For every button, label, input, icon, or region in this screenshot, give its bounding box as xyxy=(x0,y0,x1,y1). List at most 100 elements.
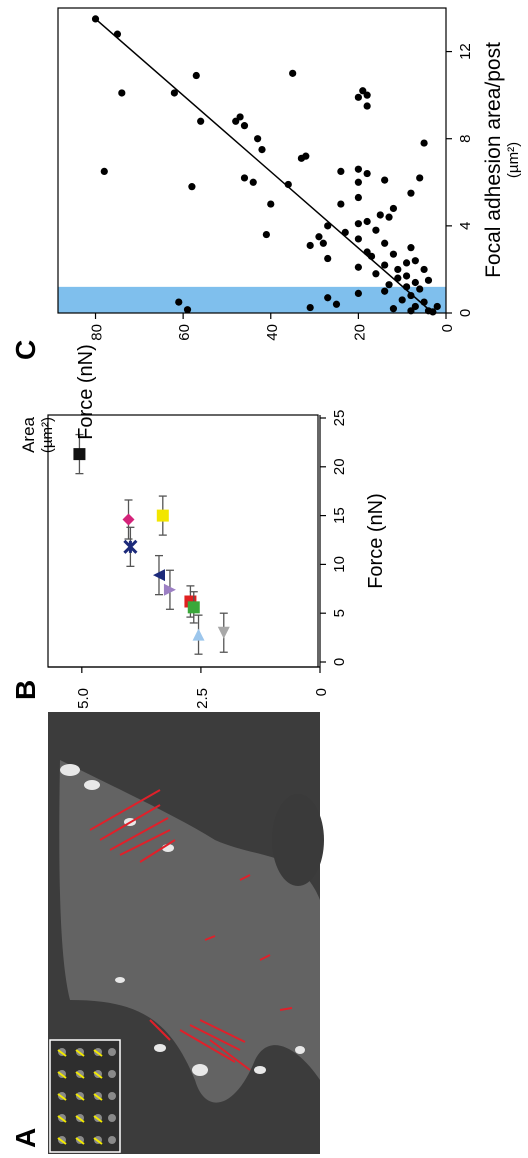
c-data-point xyxy=(319,239,327,247)
b-marker xyxy=(73,448,86,461)
b-ylabel-line2: (µm²) xyxy=(39,417,56,453)
panel-a-letter: A xyxy=(10,1128,41,1148)
c-data-point xyxy=(267,200,275,208)
c-data-point xyxy=(175,298,183,306)
b-x-tick-label: 15 xyxy=(331,507,348,524)
b-x-tick-label: 20 xyxy=(331,458,348,475)
b-data-points xyxy=(73,433,230,655)
c-data-point xyxy=(306,303,314,312)
c-data-point xyxy=(240,174,249,182)
c-y-tick-label: 20 xyxy=(351,324,368,341)
c-data-point xyxy=(170,89,178,97)
c-data-point xyxy=(332,300,341,308)
c-data-point xyxy=(402,259,411,267)
c-data-point xyxy=(381,239,389,247)
plot-b-frame xyxy=(47,414,319,668)
c-data-point xyxy=(389,305,398,313)
c-data-point xyxy=(262,230,270,239)
c-data-point xyxy=(367,252,376,260)
c-data-point xyxy=(407,189,415,197)
b-marker xyxy=(163,583,176,596)
c-data-point xyxy=(394,265,402,274)
c-data-point xyxy=(385,213,393,221)
c-data-point xyxy=(416,174,424,182)
b-y-ticks: 0 2.5 5.0 xyxy=(75,667,330,709)
c-data-point xyxy=(118,89,126,97)
c-data-point xyxy=(192,71,200,80)
b-x-tick-label: 5 xyxy=(331,609,348,617)
c-y-tick-label: 80 xyxy=(89,324,106,341)
b-data-point xyxy=(73,433,86,475)
c-data-point xyxy=(411,302,419,311)
c-data-point xyxy=(337,200,345,208)
c-data-point xyxy=(363,91,371,99)
c-y-tick-label: 60 xyxy=(176,324,193,341)
force-vectors xyxy=(89,789,293,1071)
c-data-point xyxy=(91,15,100,23)
panel-c: C 0 4 8 12 0 20 40 60 80 Force (nN) Focal adhes… xyxy=(10,7,522,440)
b-data-point xyxy=(152,554,165,596)
c-data-point xyxy=(433,302,441,311)
c-data-point xyxy=(429,308,437,316)
b-data-point xyxy=(123,526,138,568)
c-data-point xyxy=(424,276,433,284)
b-data-point xyxy=(156,495,169,536)
plot-c-frame xyxy=(57,7,447,314)
c-y-ticks: 0 20 40 60 80 xyxy=(89,313,456,341)
c-data-point xyxy=(100,167,108,175)
c-data-point xyxy=(354,178,362,186)
c-data-point xyxy=(420,265,428,274)
panel-b-letter: B xyxy=(10,680,41,700)
c-data-point xyxy=(363,169,371,178)
c-ylabel: Force (nN) xyxy=(75,344,97,440)
c-data-point xyxy=(249,178,257,186)
panel-c-letter: C xyxy=(10,340,41,360)
b-y-tick-label: 0 xyxy=(313,688,330,696)
b-data-point xyxy=(122,499,135,540)
b-x-tick-label: 25 xyxy=(331,410,348,427)
c-data-point xyxy=(389,204,398,213)
c-data-point xyxy=(183,306,192,314)
c-x-tick-label: 8 xyxy=(457,135,474,143)
c-y-tick-label: 40 xyxy=(264,324,281,341)
c-x-tick-label: 12 xyxy=(457,43,474,60)
c-data-point xyxy=(398,296,406,304)
c-fit-line xyxy=(95,18,434,314)
cell-body xyxy=(59,760,320,1103)
c-y-tick-label: 0 xyxy=(439,324,456,332)
c-xlabel-unit: (µm²) xyxy=(505,142,522,178)
c-data-point xyxy=(354,235,362,243)
c-data-point xyxy=(254,135,262,143)
c-data-point xyxy=(411,257,419,265)
c-data-point xyxy=(297,154,306,162)
c-data-point xyxy=(407,244,415,252)
b-x-tick-label: 10 xyxy=(331,556,348,573)
c-data-point xyxy=(354,165,362,173)
c-data-point xyxy=(407,291,415,300)
c-data-point xyxy=(289,69,297,77)
c-x-ticks: 0 4 8 12 xyxy=(446,43,474,317)
b-marker xyxy=(122,513,135,526)
c-data-point xyxy=(337,167,345,175)
c-data-point xyxy=(363,217,371,226)
c-data-point xyxy=(372,226,380,234)
c-data-point xyxy=(411,278,419,287)
c-x-tick-label: 0 xyxy=(457,309,474,317)
b-data-point xyxy=(187,591,200,624)
b-x-tick-label: 0 xyxy=(331,658,348,666)
c-data-point xyxy=(354,263,362,271)
c-data-point xyxy=(197,117,205,125)
c-data-point xyxy=(363,248,371,256)
c-data-point xyxy=(354,93,362,101)
c-data-point xyxy=(188,183,196,191)
c-data-point xyxy=(416,285,424,293)
b-marker xyxy=(217,626,230,639)
c-data-point xyxy=(258,146,266,154)
c-data-point xyxy=(381,261,389,269)
c-data-point xyxy=(284,180,292,189)
b-ylabel-line1: Area xyxy=(19,416,38,452)
c-data-point xyxy=(354,289,362,297)
c-data-point xyxy=(420,298,428,306)
c-data-point xyxy=(236,113,244,121)
